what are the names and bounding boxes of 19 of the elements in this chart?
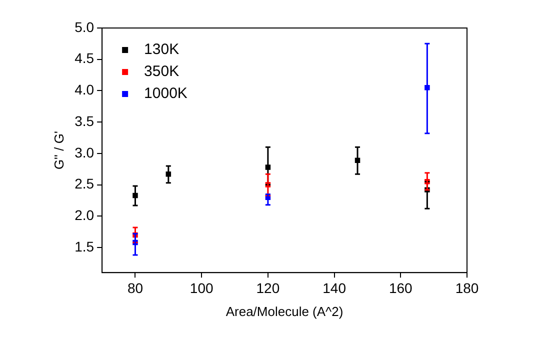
legend-label: 1000K: [144, 85, 188, 102]
y-tick-label: 3.5: [74, 112, 94, 129]
legend-label: 130K: [144, 41, 180, 58]
x-tick-label: 180: [455, 280, 479, 296]
x-tick-label: 100: [190, 280, 214, 296]
y-tick-label: 2.0: [74, 207, 94, 224]
y-tick-label: 2.5: [74, 176, 94, 192]
y-tick-label: 4.0: [74, 82, 94, 98]
y-axis-title: G'' / G': [51, 131, 66, 170]
x-tick-label: 140: [322, 280, 346, 296]
y-tick-label: 4.5: [74, 50, 94, 66]
y-tick-label: 1.5: [74, 238, 94, 254]
x-tick-label: 80: [127, 280, 144, 296]
legend-label: 350K: [144, 63, 180, 80]
y-tick-label: 3.0: [74, 144, 94, 160]
x-axis-title: Area/Molecule (A^2): [226, 304, 344, 319]
y-tick-label: 5.0: [74, 18, 94, 35]
x-tick-label: 160: [388, 280, 413, 296]
x-tick-label: 120: [256, 280, 280, 296]
